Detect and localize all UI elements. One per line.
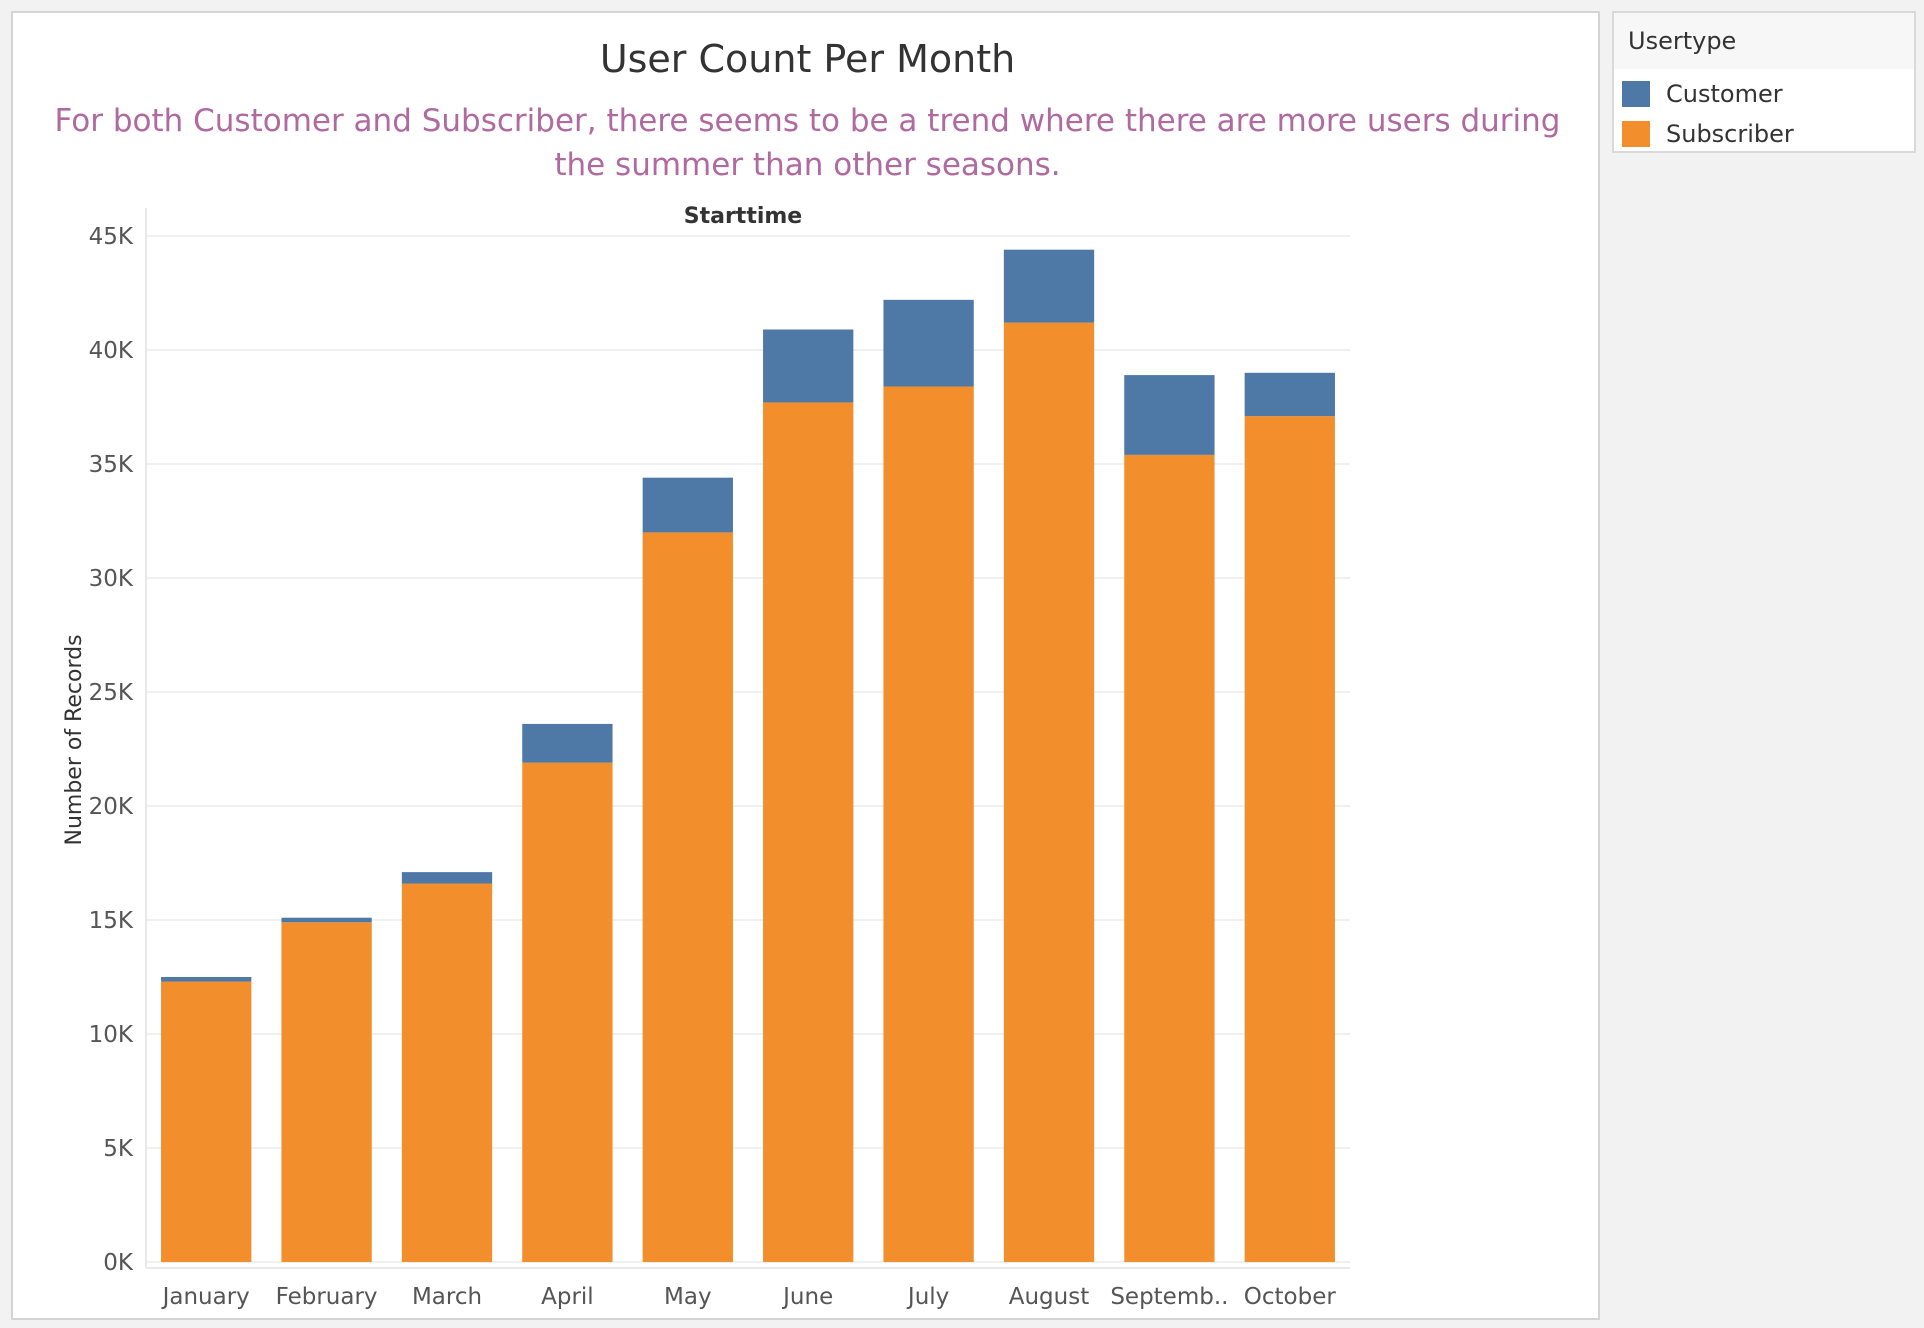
legend-item-customer[interactable]: Customer [1622,75,1906,111]
legend-title: Usertype [1614,13,1914,69]
column-header: Starttime [684,204,802,229]
legend-swatch-subscriber [1622,121,1650,147]
x-tick-label: February [276,1284,378,1310]
x-tick-label: May [664,1284,712,1310]
legend-swatch-customer [1622,81,1650,107]
bar-subscriber [1003,322,1095,1262]
bar-subscriber [161,981,252,1262]
y-tick-label: 25K [89,680,134,706]
x-tick-label: March [412,1284,482,1310]
bar-customer [1124,375,1215,455]
x-tick-label: Septemb.. [1110,1284,1228,1310]
y-tick-label: 20K [89,794,134,820]
chart-panel: User Count Per Month For both Customer a… [11,11,1600,1320]
bar-subscriber [522,762,613,1262]
bar-customer [1003,249,1095,323]
y-tick-label: 0K [103,1250,134,1276]
y-tick-label: 45K [89,224,134,250]
bar-chart: Starttime 0K 5K 10K 15K 20K 25K 30K 35K 40K 45K Num… [62,204,1350,1310]
bar-subscriber [401,883,493,1262]
bar-subscriber [1244,416,1335,1262]
y-tick-label: 40K [89,338,134,364]
bar-subscriber [281,922,372,1262]
y-tick-label: 30K [89,566,134,592]
bar-subscriber [1124,454,1215,1262]
bar-customer [522,723,613,763]
bars [161,249,1335,1263]
axes: Starttime 0K 5K 10K 15K 20K 25K 30K 35K 40K 45K Num… [62,204,1350,1310]
x-tick-label: July [906,1284,949,1310]
y-axis-label: Number of Records [62,634,87,845]
y-tick-label: 10K [89,1022,134,1048]
y-tick-label: 35K [89,452,134,478]
bar-subscriber [763,402,854,1262]
y-tick-label: 15K [89,908,134,934]
bar-customer [642,477,733,533]
legend-label-customer: Customer [1666,80,1783,108]
legend: Usertype Customer Subscriber [1612,11,1916,153]
bar-customer [1244,372,1335,417]
legend-label-subscriber: Subscriber [1666,120,1794,148]
x-tick-label: October [1244,1284,1337,1310]
bar-customer [281,917,372,923]
bar-customer [883,299,974,387]
chart-title: User Count Per Month [599,37,1016,81]
bar-subscriber [642,532,733,1262]
x-tick-label: August [1009,1284,1090,1310]
x-tick-label: January [161,1284,250,1310]
bar-customer [763,329,854,403]
chart-subtitle: For both Customer and Subscriber, there … [54,103,1561,183]
x-tick-label: April [541,1284,594,1310]
x-tick-label: June [781,1284,833,1310]
bar-customer [401,872,493,884]
legend-item-subscriber[interactable]: Subscriber [1622,115,1906,151]
bar-customer [161,977,252,982]
y-tick-label: 5K [103,1136,134,1162]
bar-subscriber [883,386,974,1263]
